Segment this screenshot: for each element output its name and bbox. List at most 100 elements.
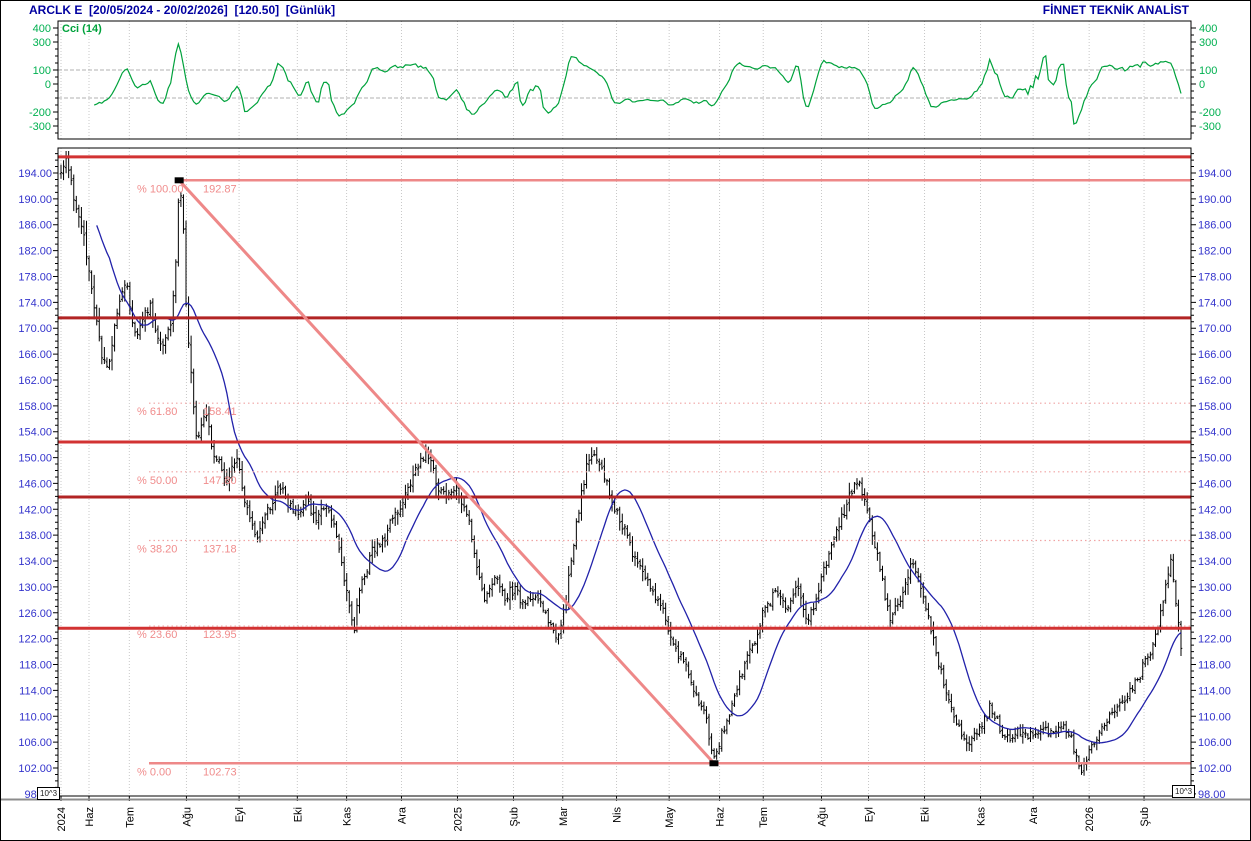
price-ytick-label: 194.00 (1198, 168, 1232, 180)
price-ytick-label: 182.00 (18, 246, 52, 258)
price-ytick-label: 138.00 (1198, 530, 1232, 542)
price-ytick-label: 102.00 (18, 763, 52, 775)
price-ytick-label: 154.00 (1198, 427, 1232, 439)
fib-value-label: 123.95 (203, 629, 237, 641)
x-axis-month-label: Ağu (816, 807, 828, 827)
x-axis-month-label: 2025 (452, 807, 464, 831)
fib-pct-label: % 23.60 (137, 629, 177, 641)
price-ytick-label: 110.00 (19, 711, 52, 723)
price-ytick-label: 134.00 (18, 556, 52, 568)
x-axis-month-label: Eki (920, 807, 932, 822)
price-ytick-label: 118.00 (19, 660, 52, 672)
price-ytick-label: 138.00 (18, 530, 52, 542)
x-axis-month-label: Şub (508, 807, 520, 827)
price-ytick-label: 126.00 (18, 608, 52, 620)
price-ytick-label: 106.00 (18, 737, 52, 749)
price-ytick-label: 166.00 (1198, 349, 1232, 361)
x-axis-month-label: Kas (976, 807, 988, 826)
price-ytick-label: 170.00 (1198, 323, 1232, 335)
price-ytick-label: 174.00 (18, 297, 52, 309)
price-ytick-label: 142.00 (18, 504, 52, 516)
cci-ytick-label: 300 (1199, 37, 1217, 49)
price-ytick-label: 158.00 (18, 401, 52, 413)
x-axis-month-label: Ara (1028, 806, 1040, 824)
x-axis-month-label: Tem (758, 807, 770, 828)
price-ytick-label: 134.00 (1198, 556, 1232, 568)
price-ytick-label: 178.00 (1198, 271, 1232, 283)
x-axis-month-label: Ara (396, 806, 408, 824)
x-axis-month-label: Eki (292, 807, 304, 822)
price-ytick-label: 178.00 (18, 271, 52, 283)
x-axis-month-label: Haz (715, 807, 727, 827)
price-ytick-label: 118.00 (1198, 660, 1231, 672)
x-axis-month-label: Ağu (181, 807, 193, 827)
price-ytick-label: 130.00 (1198, 582, 1232, 594)
price-ytick-label: 186.00 (1198, 220, 1232, 232)
x-axis-month-label: Eyl (864, 807, 876, 822)
x-axis-month-label: Kas (342, 807, 354, 826)
x-axis-month-label: Tem (124, 807, 136, 828)
scale-badge-right: 10^3 (1172, 785, 1196, 798)
x-axis-month-label: May (664, 807, 676, 828)
price-ytick-label: 162.00 (1198, 375, 1232, 387)
price-ytick-label: 146.00 (1198, 478, 1232, 490)
fib-anchor-marker[interactable] (709, 760, 719, 767)
price-ytick-label: 114.00 (19, 685, 52, 697)
cci-ytick-label: -300 (1199, 121, 1221, 133)
price-ytick-label: 106.00 (1198, 737, 1232, 749)
fib-pct-label: % 38.20 (137, 543, 177, 555)
fib-trend-line[interactable] (178, 179, 716, 765)
price-ytick-label: 190.00 (1198, 194, 1232, 206)
fib-pct-label: % 50.00 (137, 475, 177, 487)
price-ytick-label: 150.00 (18, 453, 52, 465)
fib-value-label: 102.73 (203, 766, 237, 778)
cci-axis-ticks (53, 27, 1196, 134)
price-ytick-label: 142.00 (1198, 504, 1232, 516)
cci-ytick-label: -200 (1199, 107, 1221, 119)
fib-value-label: 147.80 (203, 475, 237, 487)
cci-ytick-label: 0 (1199, 79, 1205, 91)
cci-ytick-label: -300 (29, 121, 51, 133)
x-axis-month-label: 2026 (1084, 807, 1096, 831)
cci-ytick-label: 300 (33, 37, 51, 49)
fib-value-label: 158.41 (203, 406, 237, 418)
x-axis-month-label: Nis (612, 807, 624, 823)
cci-ytick-label: 0 (45, 79, 51, 91)
price-ytick-label: 170.00 (18, 323, 52, 335)
cci-ytick-label: 400 (1199, 23, 1217, 35)
fib-anchor-marker[interactable] (174, 177, 184, 184)
x-axis-month-label: 2024 (56, 807, 68, 831)
x-axis-month-label: Eyl (234, 807, 246, 822)
price-ytick-label: 186.00 (18, 220, 52, 232)
brand-title: FİNNET TEKNİK ANALİST (1042, 3, 1189, 17)
price-ytick-label: 114.00 (1198, 685, 1231, 697)
price-bars (59, 151, 1183, 776)
price-ytick-label: 150.00 (1198, 453, 1232, 465)
price-ytick-label: 162.00 (18, 375, 52, 387)
cci-ytick-label: 400 (33, 23, 51, 35)
price-ytick-label: 122.00 (18, 634, 52, 646)
price-ytick-label: 146.00 (18, 478, 52, 490)
price-ytick-label: 122.00 (1198, 634, 1232, 646)
price-ytick-label: 158.00 (1198, 401, 1232, 413)
ma-line (96, 225, 1182, 744)
fib-pct-label: % 0.00 (137, 766, 171, 778)
price-ytick-label: 182.00 (1198, 246, 1232, 258)
cci-indicator-label: Cci (14) (62, 23, 102, 35)
cci-line (93, 41, 1182, 125)
x-axis-month-label: Mar (558, 807, 570, 826)
price-panel-border (57, 147, 1192, 797)
price-ytick-label: 154.00 (18, 427, 52, 439)
price-ytick-label: 174.00 (1198, 297, 1232, 309)
fib-value-label: 192.87 (203, 183, 237, 195)
price-ytick-label: 126.00 (1198, 608, 1232, 620)
price-ytick-label: 102.00 (1198, 763, 1232, 775)
x-axis-month-label: Haz (84, 807, 96, 827)
cci-guide-lines (58, 69, 1191, 99)
scale-badge-left: 10^3 (37, 787, 61, 800)
price-ytick-label: 194.00 (18, 168, 52, 180)
fib-pct-label: % 100.00 (137, 183, 183, 195)
price-ytick-label: 130.00 (18, 582, 52, 594)
